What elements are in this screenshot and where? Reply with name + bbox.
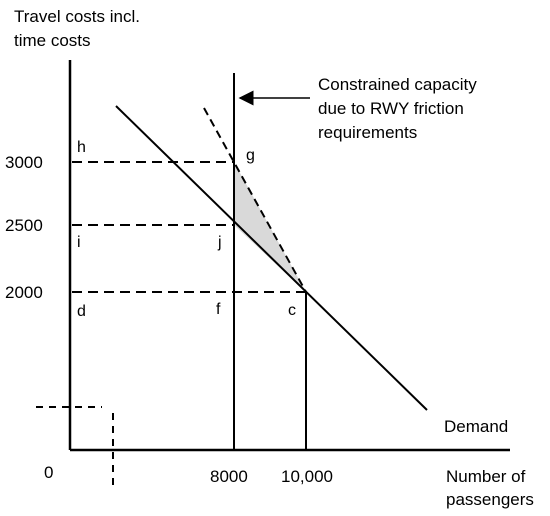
point-i: i [77,234,81,251]
annotation-line1: Constrained capacity [318,75,477,94]
y-axis-title-line2: time costs [14,31,91,50]
x-axis-title-line1: Number of [446,467,526,486]
point-f: f [216,301,221,318]
annotation-line2: due to RWY friction [318,99,464,118]
point-h: h [77,139,86,156]
y-tick-2000: 2000 [5,283,43,302]
point-g: g [246,147,255,164]
point-d: d [77,303,86,320]
annotation-line3: requirements [318,123,417,142]
y-axis-title-line1: Travel costs incl. [14,7,140,26]
demand-curve [115,105,428,411]
y-tick-2500: 2500 [5,216,43,235]
point-j: j [217,234,222,251]
demand-label: Demand [444,417,508,436]
origin-label: 0 [44,463,53,482]
x-tick-8000: 8000 [210,467,248,486]
x-tick-10000: 10,000 [281,467,333,486]
y-tick-3000: 3000 [5,153,43,172]
x-axis-title-line2: passengers [446,490,534,509]
point-c: c [288,302,296,319]
constrained-demand-dashed [203,107,307,293]
